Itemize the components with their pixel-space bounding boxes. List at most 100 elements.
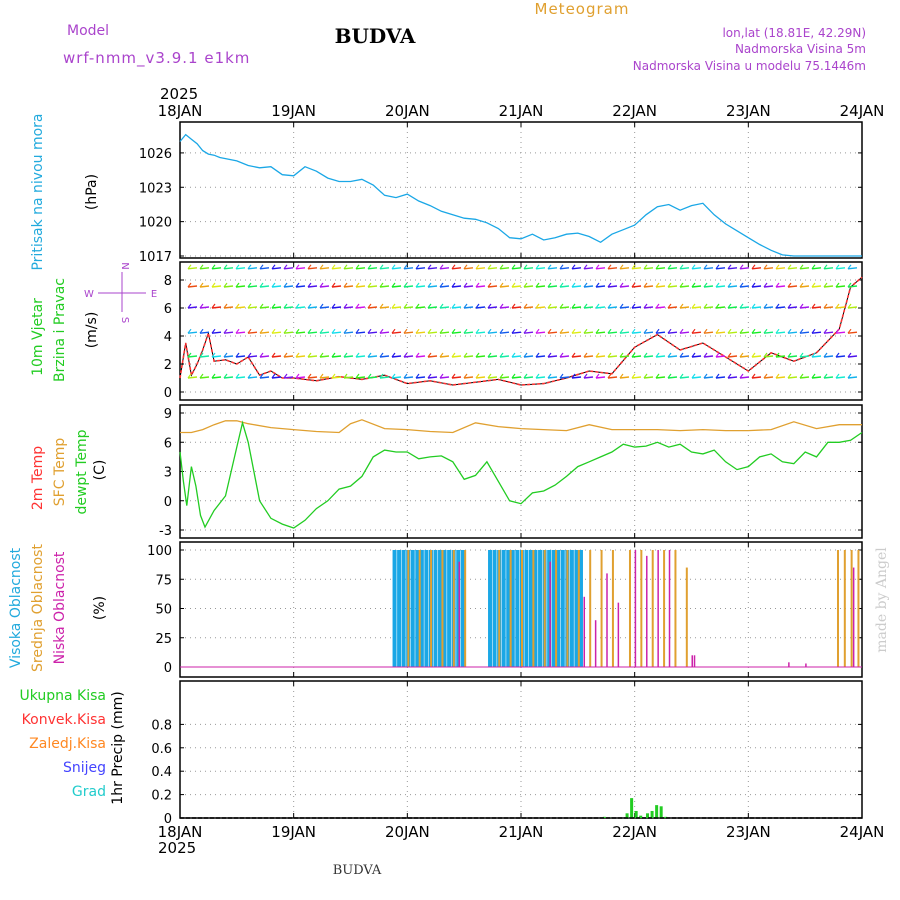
wind-barb [643, 352, 648, 358]
wind-barb [427, 306, 438, 309]
wind-barb [427, 373, 432, 379]
wind-barb [535, 352, 540, 358]
wind-barb [619, 264, 624, 270]
dewpt-line [179, 420, 863, 529]
wind-barb [775, 376, 786, 379]
y-tick-label: 0 [164, 386, 172, 401]
wind-barb [703, 264, 708, 270]
wind-barb [739, 355, 750, 358]
wind-barb [835, 282, 840, 288]
wind-barb [235, 352, 240, 358]
wind-barb [823, 267, 834, 270]
wind-barb [691, 303, 696, 309]
wind-barb [595, 376, 606, 379]
wind-barb [379, 328, 384, 334]
wind-barb [415, 328, 420, 334]
wind-barb [571, 267, 582, 270]
elevation-label: Nadmorska Visina 5m [735, 42, 866, 56]
wind-barb [367, 282, 372, 288]
wind-barb [619, 331, 630, 334]
precip-bar [639, 815, 643, 818]
precip-bar [634, 810, 638, 818]
precip-legend-item: Grad [72, 784, 106, 800]
wind-barb [319, 352, 324, 358]
model-name: wrf-nmm_v3.9.1 e1km [63, 49, 250, 68]
wind-barb [811, 285, 822, 288]
compass-e: E [151, 289, 157, 300]
wind-barb [823, 303, 828, 309]
wind-barb [511, 303, 516, 309]
wind-barb [235, 373, 240, 379]
pressure-ylabel-unit: (hPa) [84, 174, 100, 210]
precip-legend-item: Konvek.Kisa [22, 712, 106, 728]
wind-barb [463, 373, 468, 379]
wind-barb [583, 303, 588, 309]
wind-barb [799, 352, 804, 358]
y-tick-label: 1023 [139, 181, 172, 196]
wind-barb [379, 267, 390, 270]
wind-barb [715, 282, 720, 288]
precip-bar [646, 813, 650, 818]
wind-barb [703, 355, 714, 358]
wind-barb [295, 264, 300, 270]
wind-barb [511, 306, 522, 309]
wind-barb [811, 352, 816, 358]
wind-barb [787, 331, 798, 334]
wind-barb [559, 303, 564, 309]
y-tick-label: 50 [155, 603, 172, 618]
wind-barb [547, 267, 558, 270]
day-label-bottom: 22JAN [612, 823, 657, 841]
cloud-bar [442, 550, 447, 667]
wind-barb [691, 355, 702, 358]
wind-barb [535, 373, 540, 379]
wind-barb [727, 331, 738, 334]
wind-barb [247, 303, 252, 309]
wind-barb [847, 328, 852, 334]
wind-barb [451, 267, 462, 270]
wind-barb [259, 328, 264, 334]
wind-barb [439, 303, 444, 309]
wind-barb [307, 303, 312, 309]
wind-barb [499, 352, 504, 358]
wind-barb [439, 373, 444, 379]
wind-barb [283, 376, 294, 379]
cloud-bar [577, 550, 580, 667]
wind-barb [595, 331, 606, 334]
wind-barb [643, 355, 654, 358]
wind-barb [655, 282, 660, 288]
wind-barb [751, 303, 756, 309]
wind-barb [619, 285, 630, 288]
wind-barb [691, 267, 702, 270]
wind-barb [799, 303, 804, 309]
wind-barb [391, 306, 402, 309]
cloud-bar [401, 550, 406, 667]
wind-barb [355, 355, 366, 358]
cloud-bar [668, 550, 671, 667]
wind-barb [559, 352, 564, 358]
wind-barb [223, 376, 234, 379]
wind-barb [751, 331, 762, 334]
wind-barb [571, 282, 576, 288]
wind-barb [283, 328, 288, 334]
wind-barb [643, 267, 654, 270]
wind-barb [655, 306, 666, 309]
lonlat-label: lon,lat (18.81E, 42.29N) [722, 26, 866, 40]
wind-barb [247, 352, 252, 358]
wind-barb [487, 376, 498, 379]
wind-barb [619, 373, 624, 379]
wind-barb [511, 331, 522, 334]
y-tick-label: 6 [164, 302, 172, 317]
y-tick-label: 0.6 [151, 742, 172, 757]
wind-barb [655, 376, 666, 379]
wind-barb [367, 285, 378, 288]
wind-barb [811, 355, 822, 358]
wind-barb [235, 282, 240, 288]
wind-barb [691, 352, 696, 358]
wind-barb [775, 352, 780, 358]
cloud-bar [441, 550, 444, 667]
wind-barb [295, 285, 306, 288]
wind-barb [763, 355, 774, 358]
wind-barb [487, 306, 498, 309]
wind-barb [439, 306, 450, 309]
wind-barb [691, 376, 702, 379]
